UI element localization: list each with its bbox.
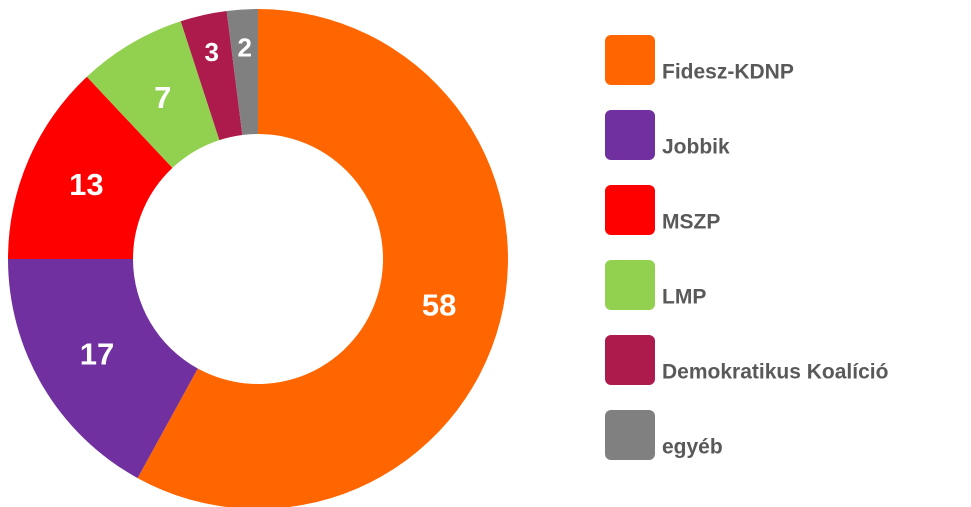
legend-label: MSZP [662, 211, 720, 234]
donut-slice [137, 9, 508, 507]
data-label: 58 [422, 288, 456, 323]
data-label: 13 [69, 167, 103, 202]
legend-swatch [605, 260, 655, 310]
legend-label: LMP [662, 286, 706, 309]
donut-slice [8, 76, 173, 259]
legend-swatch [605, 335, 655, 385]
legend-swatch [605, 185, 655, 235]
donut-slice [180, 10, 243, 141]
legend-swatch [605, 410, 655, 460]
legend-label: egyéb [662, 436, 723, 459]
donut-slice [86, 21, 220, 168]
data-label: 3 [205, 37, 219, 67]
donut-slice [8, 259, 198, 479]
data-label: 2 [237, 32, 251, 62]
legend-swatch [605, 110, 655, 160]
legend-label: Demokratikus Koalíció [662, 361, 888, 384]
donut-slice [226, 9, 258, 135]
legend-label: Fidesz-KDNP [662, 61, 794, 84]
legend-label: Jobbik [662, 136, 730, 159]
data-label: 17 [80, 336, 114, 371]
data-label: 7 [154, 80, 171, 115]
legend-swatch [605, 35, 655, 85]
